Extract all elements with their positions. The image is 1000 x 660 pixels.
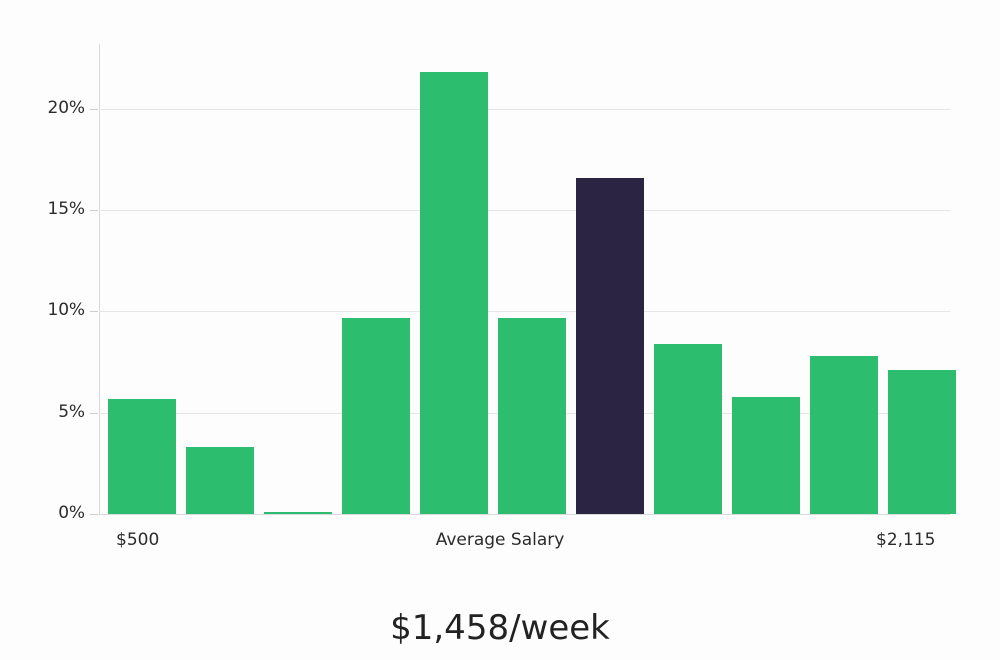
chart-caption: $1,458/week xyxy=(390,608,610,648)
bar[interactable] xyxy=(342,317,410,514)
x-axis-label-right: $2,115 xyxy=(876,530,936,550)
y-tick-mark xyxy=(90,514,98,515)
y-tick-mark xyxy=(90,108,98,110)
y-axis-line xyxy=(99,44,100,514)
gridline xyxy=(99,108,950,110)
y-tick-label: 10% xyxy=(47,300,86,321)
plot-area: 0% 5% 10% 15% 20% xyxy=(48,44,956,523)
bar[interactable] xyxy=(108,398,176,514)
bar[interactable] xyxy=(654,343,722,514)
bar[interactable] xyxy=(498,317,566,514)
bar[interactable] xyxy=(732,396,800,514)
y-tick-label: 0% xyxy=(58,503,85,523)
bar[interactable] xyxy=(888,370,956,514)
y-tick-label: 5% xyxy=(58,401,85,422)
gridline xyxy=(99,210,950,212)
bar-highlighted[interactable] xyxy=(576,177,644,514)
y-tick-mark xyxy=(90,412,98,414)
x-axis-title: Average Salary xyxy=(435,530,565,550)
gridline xyxy=(99,311,950,313)
bar[interactable] xyxy=(186,447,254,514)
bar-series xyxy=(99,44,956,514)
bar[interactable] xyxy=(420,72,488,514)
y-tick-label: 15% xyxy=(47,199,86,220)
gridline xyxy=(99,514,950,515)
y-tick-mark xyxy=(90,210,98,212)
bar[interactable] xyxy=(810,355,878,514)
y-tick-mark xyxy=(90,311,98,313)
y-tick-label: 20% xyxy=(47,97,86,118)
bar[interactable] xyxy=(264,511,332,514)
x-axis-label-left: $500 xyxy=(116,530,160,550)
